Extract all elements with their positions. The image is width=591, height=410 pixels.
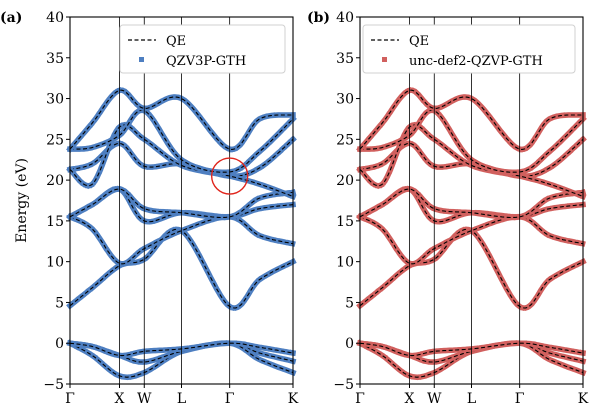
x-tick-label: X xyxy=(115,391,125,407)
band-1-qe-line xyxy=(359,342,584,378)
band-7-qe-line xyxy=(359,188,584,219)
y-tick-label: −5 xyxy=(333,377,354,393)
y-tick-label: 20 xyxy=(46,173,64,189)
x-tick-label: Γ xyxy=(225,391,235,407)
x-tick-label: K xyxy=(578,391,589,407)
legend-basis-swatch xyxy=(382,57,387,62)
legend-box xyxy=(119,24,286,74)
band-11-qe-line xyxy=(69,89,293,150)
band-10-qe-line xyxy=(360,109,584,173)
legend-box xyxy=(362,24,576,74)
y-tick-label: 30 xyxy=(336,92,354,108)
y-tick-label: 0 xyxy=(55,336,64,352)
band-11-qe-line xyxy=(359,89,583,150)
band-5-qe-line xyxy=(69,216,294,265)
band-3-qe-line xyxy=(359,342,584,357)
y-axis-label: Energy (eV) xyxy=(14,158,30,243)
y-tick-label: 15 xyxy=(336,214,354,230)
y-tick-label: 5 xyxy=(345,295,354,311)
y-tick-label: 25 xyxy=(46,132,64,148)
panel-label: (b) xyxy=(307,10,330,26)
band-5-qe-line xyxy=(359,216,584,265)
band-8-qe-line xyxy=(69,138,294,177)
y-tick-label: 20 xyxy=(336,173,354,189)
x-tick-label: L xyxy=(177,391,186,407)
y-tick-label: 5 xyxy=(55,295,64,311)
y-tick-label: 35 xyxy=(46,51,64,67)
band-4-qe-line xyxy=(359,228,584,309)
panel-a: −5 0 5 10 15 20 25 30 35 40 Γ X W L Γ K (a) Energy (eV) QE… xyxy=(0,10,299,407)
y-tick-label: 25 xyxy=(336,132,354,148)
y-tick-label: 0 xyxy=(345,336,354,352)
panel-b: −5 0 5 10 15 20 25 30 35 40 Γ X W L Γ K (b) QE unc-def2-QZ… xyxy=(307,10,589,407)
highlight-circle xyxy=(210,157,249,195)
band-6-qe-line xyxy=(359,188,584,223)
y-tick-label: 40 xyxy=(46,10,64,26)
y-tick-label: 35 xyxy=(336,51,354,67)
band-4-qe-line xyxy=(69,228,294,309)
bands-group xyxy=(356,87,587,380)
legend-qe-label: QE xyxy=(409,34,429,49)
y-tick-label: 10 xyxy=(46,255,64,271)
y-tick-label: 30 xyxy=(46,92,64,108)
legend-basis-swatch xyxy=(139,57,144,62)
band-8-qe-line xyxy=(359,138,584,177)
legend-basis-label: QZV3P-GTH xyxy=(166,54,246,69)
x-tick-label: Γ xyxy=(355,391,365,407)
bands-group xyxy=(66,87,297,380)
y-tick-label: 15 xyxy=(46,214,64,230)
x-tick-label: W xyxy=(427,391,442,407)
band-7-qe-line xyxy=(69,188,294,219)
band-9-qe-line xyxy=(69,124,294,197)
legend-basis-label: unc-def2-QZVP-GTH xyxy=(409,54,543,69)
band-1-qe-line xyxy=(69,342,294,378)
y-tick-label: 10 xyxy=(336,255,354,271)
band-3-qe-line xyxy=(69,342,294,357)
legend-qe-label: QE xyxy=(166,34,186,49)
panel-label: (a) xyxy=(0,10,22,26)
x-tick-label: L xyxy=(467,391,476,407)
x-tick-label: W xyxy=(137,391,152,407)
y-tick-label: 40 xyxy=(336,10,354,26)
x-tick-label: X xyxy=(405,391,415,407)
y-tick-label: −5 xyxy=(43,377,64,393)
x-tick-label: Γ xyxy=(65,391,75,407)
x-tick-label: K xyxy=(288,391,299,407)
band-10-qe-line xyxy=(70,109,294,173)
band-9-qe-line xyxy=(359,124,584,197)
band-6-qe-line xyxy=(69,188,294,223)
x-tick-label: Γ xyxy=(515,391,525,407)
